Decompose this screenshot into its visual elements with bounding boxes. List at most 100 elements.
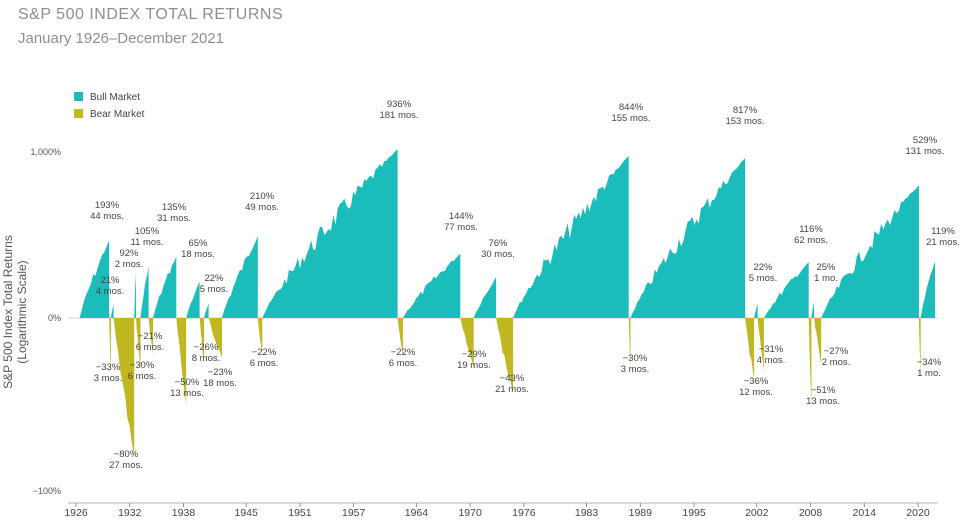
bear-label-pct: −22% xyxy=(391,347,416,358)
x-tick-label: 1964 xyxy=(405,507,429,519)
bull-label-pct: 65% xyxy=(188,238,208,249)
x-tick-label: 1951 xyxy=(288,507,312,519)
bull-label-months: 11 mos. xyxy=(130,237,163,248)
bull-label-months: 44 mos. xyxy=(90,211,124,222)
bear-label-pct: −50% xyxy=(175,377,200,388)
y-tick-label: 1,000% xyxy=(30,147,61,157)
bull-market-area xyxy=(811,301,815,318)
bull-market-area xyxy=(630,158,746,318)
bull-label-pct: 144% xyxy=(449,211,474,222)
bear-market-area xyxy=(460,318,474,369)
bear-label-months: 13 mos. xyxy=(170,388,204,399)
bear-label-pct: −23% xyxy=(208,367,233,378)
bull-market-area xyxy=(134,270,136,318)
bull-market-area xyxy=(262,149,398,318)
legend-label: Bear Market xyxy=(90,109,145,120)
bear-label-pct: −30% xyxy=(130,360,155,371)
bull-label-pct: 105% xyxy=(135,226,160,237)
bull-market-area xyxy=(473,277,497,318)
y-tick-label: −100% xyxy=(33,486,61,496)
x-tick-label: 2008 xyxy=(799,507,823,519)
bull-market-area xyxy=(153,256,177,318)
bear-market-areas xyxy=(109,318,921,457)
bull-label-months: 1 mo. xyxy=(814,273,838,284)
bull-label-pct: 21% xyxy=(100,275,120,286)
bear-market-area xyxy=(109,318,111,376)
bear-label-months: 3 mos. xyxy=(94,373,123,384)
bear-label-months: 4 mos. xyxy=(757,355,786,366)
bear-label-months: 6 mos. xyxy=(250,358,279,369)
bull-label-months: 5 mos. xyxy=(749,273,778,284)
x-tick-label: 1970 xyxy=(458,507,482,519)
bull-label-pct: 76% xyxy=(488,238,508,249)
bull-label-months: 181 mos. xyxy=(379,110,418,121)
bull-label-months: 4 mos. xyxy=(96,286,125,297)
bear-label-months: 6 mos. xyxy=(136,342,165,353)
bear-market-area xyxy=(814,318,822,365)
bull-label-months: 2 mos. xyxy=(115,259,144,270)
bear-label-pct: −26% xyxy=(194,342,219,353)
bear-label-months: 2 mos. xyxy=(822,357,851,368)
bear-label-pct: −22% xyxy=(252,347,277,358)
bear-label-pct: −34% xyxy=(917,357,942,368)
bear-market-area xyxy=(208,318,222,358)
bull-market-area xyxy=(821,185,919,318)
bear-label-pct: −27% xyxy=(824,346,849,357)
y-tick-label: 0% xyxy=(48,313,61,323)
bull-label-months: 131 mos. xyxy=(905,146,944,157)
bull-label-months: 153 mos. xyxy=(725,116,764,127)
legend-swatch xyxy=(74,92,83,101)
x-tick-label: 1983 xyxy=(575,507,599,519)
bear-label-pct: −33% xyxy=(96,362,121,373)
bull-market-area xyxy=(110,304,114,318)
bull-label-pct: 817% xyxy=(733,105,758,116)
bear-market-area xyxy=(136,318,141,370)
x-tick-label: 2014 xyxy=(853,507,877,519)
chart-subtitle: January 1926–December 2021 xyxy=(18,30,224,47)
bear-label-months: 27 mos. xyxy=(109,460,143,471)
bull-label-pct: 936% xyxy=(387,99,412,110)
bear-label-pct: −31% xyxy=(759,344,784,355)
bull-market-area xyxy=(754,303,758,318)
bull-label-pct: 92% xyxy=(119,248,139,259)
bear-market-area xyxy=(808,318,812,407)
bull-label-pct: 193% xyxy=(95,200,120,211)
bear-market-area xyxy=(745,318,755,381)
bull-market-area xyxy=(79,240,110,318)
bull-label-months: 30 mos. xyxy=(481,249,515,260)
bear-label-pct: −30% xyxy=(623,353,648,364)
bull-label-pct: 844% xyxy=(619,102,644,113)
bull-label-months: 49 mos. xyxy=(245,202,279,213)
bull-label-months: 18 mos. xyxy=(181,249,215,260)
bull-market-area xyxy=(513,156,629,318)
x-tick-label: 1932 xyxy=(118,507,142,519)
bull-label-pct: 116% xyxy=(799,224,823,235)
bull-market-area xyxy=(204,303,209,318)
bull-label-pct: 22% xyxy=(753,262,773,273)
x-tick-label: 1957 xyxy=(342,507,366,519)
bear-label-pct: −29% xyxy=(462,349,487,360)
bull-market-areas xyxy=(79,149,935,318)
bear-label-months: 18 mos. xyxy=(203,378,237,389)
bear-market-area xyxy=(199,318,205,363)
bear-label-months: 3 mos. xyxy=(621,364,650,375)
bear-market-area xyxy=(148,318,153,355)
bear-market-area xyxy=(397,318,403,357)
bull-label-pct: 135% xyxy=(162,202,187,213)
bull-label-pct: 22% xyxy=(204,273,224,284)
x-tick-label: 1995 xyxy=(682,507,706,519)
bull-label-months: 155 mos. xyxy=(611,113,650,124)
bull-label-months: 21 mos. xyxy=(926,237,960,248)
bull-label-pct: 25% xyxy=(816,262,836,273)
bear-market-area xyxy=(257,318,263,357)
bear-label-pct: −51% xyxy=(811,385,836,396)
x-tick-label: 2020 xyxy=(906,507,930,519)
bear-label-pct: −36% xyxy=(744,376,769,387)
bear-label-months: 8 mos. xyxy=(192,353,221,364)
bear-label-pct: −43% xyxy=(500,373,525,384)
x-tick-label: 1976 xyxy=(512,507,536,519)
bear-label-months: 6 mos. xyxy=(389,358,418,369)
bull-label-months: 31 mos. xyxy=(157,213,191,224)
bear-label-pct: −21% xyxy=(138,331,163,342)
